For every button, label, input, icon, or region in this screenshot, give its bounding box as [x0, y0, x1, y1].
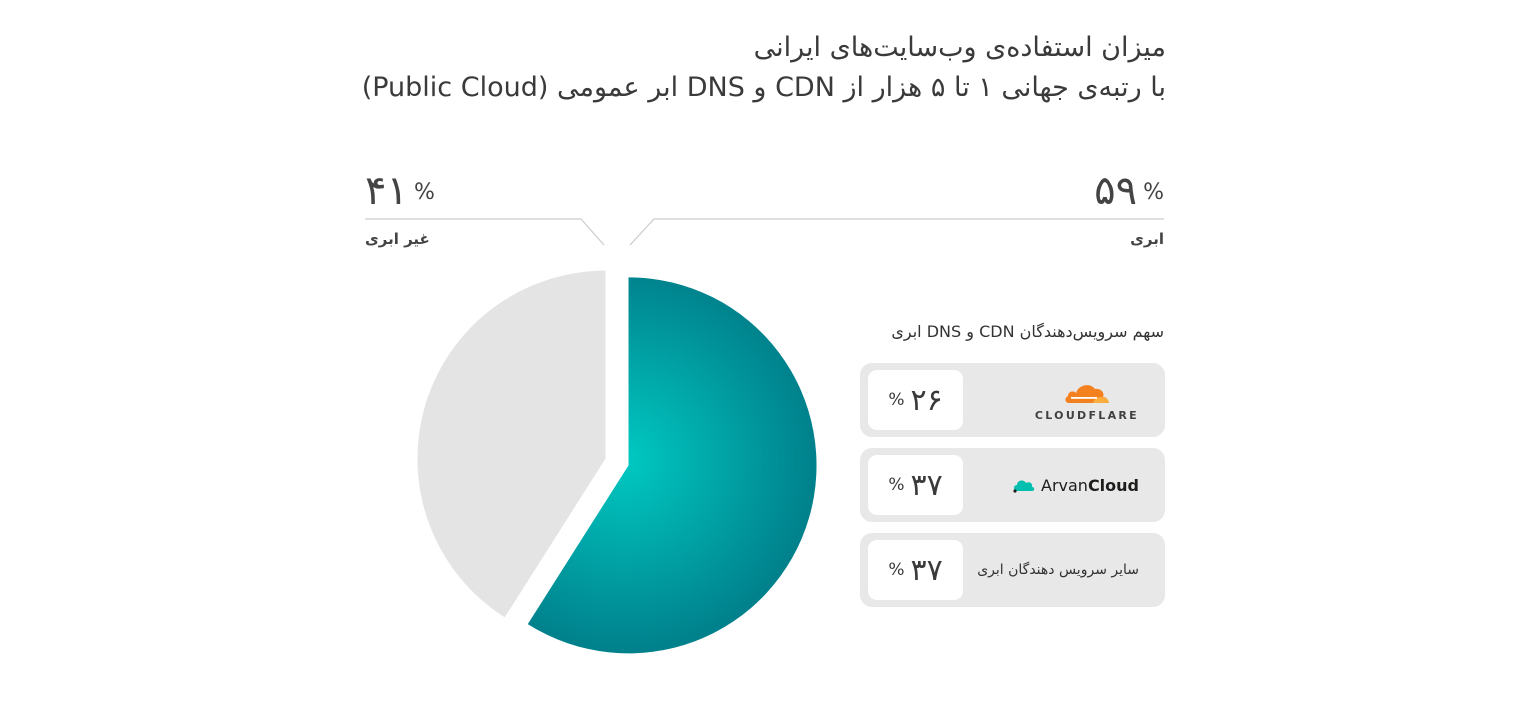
cloudflare-percent-sign: %: [888, 390, 905, 410]
cloudflare-percent: ۲۶%: [868, 370, 963, 430]
legend-item-cloudflare: ۲۶% CLOUDFLARE: [860, 363, 1165, 437]
others-percent: ۳۷%: [868, 540, 963, 600]
arvancloud-wordmark-cloud: Cloud: [1087, 475, 1139, 495]
others-percent-sign: %: [888, 560, 905, 580]
connector-non-cloud: [365, 218, 605, 246]
legend-title: سهم سرویس‌دهندگان CDN و DNS ابری: [891, 322, 1164, 341]
pie-slice-cloud: [527, 277, 817, 654]
arvancloud-percent: ۳۷%: [868, 455, 963, 515]
label-connectors: [365, 218, 1164, 246]
cloudflare-wordmark: CLOUDFLARE: [1034, 409, 1139, 422]
arvancloud-logo: ArvanCloud: [1013, 472, 1139, 498]
arvancloud-wordmark-arvan: Arvan: [1041, 475, 1088, 495]
non-cloud-percent-sign: %: [413, 180, 435, 205]
cloud-percent: ۵۹%: [1094, 168, 1164, 216]
chart-title: میزان استفاده‌ی وب‌سایت‌های ایرانی با رت…: [361, 28, 1166, 108]
non-cloud-label: غیر ابری: [365, 230, 430, 248]
cloudflare-percent-value: ۲۶: [910, 382, 943, 418]
cloudflare-logo: CLOUDFLARE: [1035, 379, 1139, 423]
others-label: سایر سرویس دهندگان ابری: [977, 562, 1139, 578]
pie-slice-non-cloud: [417, 270, 606, 618]
cloud-percent-sign: %: [1143, 180, 1164, 205]
chart-title-line-2: با رتبه‌ی جهانی ۱ تا ۵ هزار از CDN و DNS…: [361, 72, 1166, 103]
connector-cloud: [629, 218, 1164, 246]
non-cloud-percent-value: ۴۱: [365, 168, 408, 214]
arvancloud-percent-sign: %: [888, 475, 905, 495]
chart-title-line-1: میزان استفاده‌ی وب‌سایت‌های ایرانی: [753, 32, 1166, 63]
non-cloud-percent: ۴۱%: [365, 168, 435, 216]
cloud-percent-value: ۵۹: [1094, 168, 1138, 214]
cloud-label: ابری: [1130, 230, 1164, 248]
others-percent-value: ۳۷: [910, 552, 943, 588]
cloudflare-cloud-icon: [1065, 385, 1109, 403]
legend-item-others: ۳۷% سایر سرویس دهندگان ابری: [860, 533, 1165, 607]
arvancloud-cloud-icon: [1013, 480, 1035, 493]
legend-item-arvancloud: ۳۷% ArvanCloud: [860, 448, 1165, 522]
arvancloud-wordmark: ArvanCloud: [1041, 476, 1139, 495]
arvancloud-percent-value: ۳۷: [910, 467, 943, 503]
